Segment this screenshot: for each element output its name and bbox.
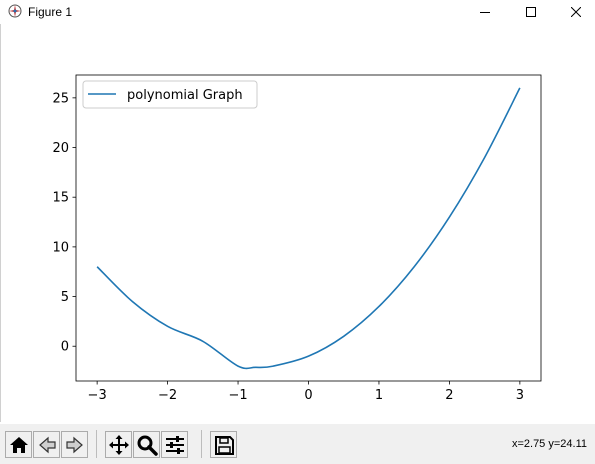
x-tick-label: −1: [228, 388, 247, 403]
figure-canvas[interactable]: −3 −2 −1 0 1 2 3 0 5 10 15 20 25 polynomial Graph: [0, 24, 595, 422]
toolbar-separator: [201, 430, 202, 458]
pan-icon: [108, 434, 129, 455]
maximize-button[interactable]: [508, 0, 554, 24]
back-button[interactable]: [33, 431, 60, 458]
minimize-button[interactable]: [462, 0, 508, 24]
forward-icon: [65, 436, 83, 453]
title-bar: Figure 1: [0, 0, 595, 24]
y-tick-label: 5: [61, 290, 69, 305]
configure-subplots-button[interactable]: [161, 431, 188, 458]
save-icon: [214, 435, 234, 455]
window-left-border: [0, 24, 1, 422]
navigation-toolbar: x=2.75 y=24.11: [0, 424, 595, 464]
y-tick-label: 10: [52, 240, 69, 255]
home-icon: [9, 436, 28, 453]
y-tick-label: 25: [52, 91, 69, 106]
axes-frame: [75, 74, 542, 382]
legend-box: [82, 80, 258, 109]
x-tick-label: 1: [375, 388, 383, 403]
zoom-button[interactable]: [133, 431, 160, 458]
app-icon: [8, 4, 22, 18]
toolbar-separator: [96, 430, 97, 458]
close-icon: [571, 7, 581, 17]
close-button[interactable]: [553, 0, 595, 24]
series-line: [96, 87, 521, 370]
pan-button[interactable]: [105, 431, 132, 458]
x-tick-label: −3: [88, 388, 107, 403]
save-button[interactable]: [210, 431, 237, 458]
back-icon: [38, 436, 56, 453]
legend-label: polynomial Graph: [127, 88, 243, 103]
minimize-icon: [480, 12, 490, 13]
maximize-icon: [526, 7, 536, 17]
x-tick-label: 3: [516, 388, 524, 403]
home-button[interactable]: [5, 431, 32, 458]
window-title: Figure 1: [28, 5, 73, 19]
configure-subplots-icon: [165, 435, 184, 454]
zoom-icon: [137, 435, 158, 456]
y-tick-label: 20: [52, 141, 69, 156]
x-tick-label: 2: [445, 388, 453, 403]
x-tick-label: 0: [304, 388, 312, 403]
axes: −3 −2 −1 0 1 2 3 0 5 10 15 20 25 polynomial Graph: [52, 74, 542, 403]
y-tick-label: 15: [52, 191, 69, 206]
x-tick-label: −2: [158, 388, 177, 403]
y-tick-label: 0: [61, 340, 69, 355]
cursor-coordinates: x=2.75 y=24.11: [511, 438, 587, 450]
forward-button[interactable]: [61, 431, 88, 458]
